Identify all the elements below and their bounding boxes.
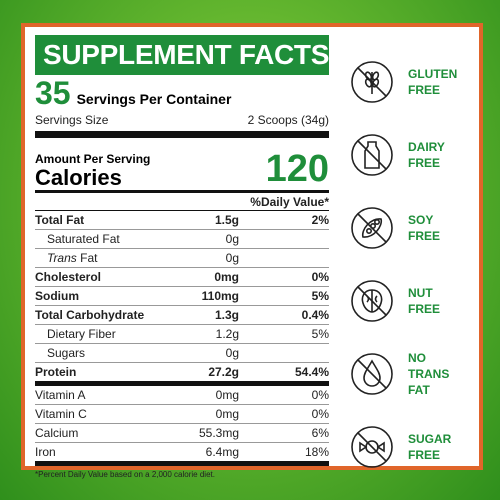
dairy-free-icon	[351, 133, 393, 176]
nutrient-name: Sodium	[35, 289, 79, 303]
no-trans-fat-icon	[351, 352, 393, 395]
claim-nut-free: NUT FREE	[350, 264, 480, 337]
nutrient-amount: 0mg	[215, 407, 239, 421]
claim-gluten-free-text: GLUTEN FREE	[408, 66, 458, 97]
claim-soy-free: SOY FREE	[350, 191, 480, 264]
claim-no-trans-fat: NO TRANS FAT	[350, 337, 480, 410]
nutrient-dv: 6%	[311, 426, 329, 440]
nutrient-amount: 0g	[225, 251, 239, 265]
amount-per-serving-label: Amount Per Serving	[35, 152, 151, 166]
label-title: SUPPLEMENT FACTS	[35, 35, 329, 75]
gluten-free-icon	[351, 60, 393, 103]
supplement-facts-label: SUPPLEMENT FACTS 35 Servings Per Contain…	[35, 35, 329, 479]
soy-free-icon	[351, 206, 393, 249]
trans-italic: Trans	[47, 251, 77, 265]
fat-text: Fat	[76, 251, 98, 265]
claim-dairy-free-text: DAIRY FREE	[408, 139, 445, 170]
diet-claims-list: GLUTEN FREE DAIRY FREE SOY FREE	[350, 45, 480, 483]
nutrient-name: Sugars	[47, 346, 86, 360]
serving-size-value: 2 Scoops (34g)	[247, 113, 329, 127]
nutrient-row-iron: Iron 6.4mg 18%	[35, 443, 329, 466]
nutrient-row-sugars: Sugars 0g	[35, 344, 329, 363]
claim-dairy-free: DAIRY FREE	[350, 118, 480, 191]
nutrient-name: Total Fat	[35, 213, 85, 227]
nutrient-dv: 0%	[311, 270, 329, 284]
calories-value: 120	[265, 148, 329, 190]
nutrient-row-vitamin-c: Vitamin C 0mg 0%	[35, 405, 329, 424]
claim-no-trans-fat-text: NO TRANS FAT	[408, 350, 450, 397]
nutrient-amount: 0mg	[214, 270, 239, 284]
nutrient-row-dietary-fiber: Dietary Fiber 1.2g 5%	[35, 325, 329, 344]
claim-gluten-free: GLUTEN FREE	[350, 45, 480, 118]
nutrient-amount: 1.5g	[214, 213, 239, 227]
daily-value-footnote: *Percent Daily Value based on a 2,000 ca…	[35, 470, 215, 479]
nutrient-amount: 27.2g	[208, 365, 239, 379]
nutrient-amount: 0g	[225, 232, 239, 246]
nutrient-name: Vitamin C	[35, 407, 87, 421]
nutrient-name: Trans Fat	[35, 251, 179, 265]
claim-nut-free-text: NUT FREE	[408, 285, 441, 316]
nutrient-row-sodium: Sodium 110mg 5%	[35, 287, 329, 306]
nutrient-name: Total Carbohydrate	[35, 308, 145, 322]
nutrient-amount: 110mg	[201, 289, 239, 303]
daily-value-header: %Daily Value*	[35, 193, 329, 211]
serving-size-row: Servings Size 2 Scoops (34g)	[35, 109, 329, 138]
nutrient-name: Protein	[35, 365, 77, 379]
nutrient-amount: 1.2g	[215, 327, 239, 341]
calories-label: Calories	[35, 165, 122, 190]
claim-sugar-free: SUGAR FREE	[350, 410, 480, 483]
nutrient-row-total-fat: Total Fat 1.5g 2%	[35, 211, 329, 230]
calories-row: Amount Per Serving Calories 120	[35, 138, 329, 193]
servings-label: Servings Per Container	[76, 91, 232, 107]
facts-panel: SUPPLEMENT FACTS 35 Servings Per Contain…	[21, 23, 483, 479]
claim-soy-free-text: SOY FREE	[408, 212, 441, 243]
nutrient-dv: 0%	[311, 388, 329, 402]
nut-free-icon	[351, 279, 393, 322]
serving-size-label: Servings Size	[35, 113, 109, 127]
nutrient-dv: 5%	[311, 327, 329, 341]
nutrient-dv: 5%	[311, 289, 329, 303]
nutrient-dv: 0.4%	[301, 308, 329, 322]
nutrient-dv: 0%	[311, 407, 329, 421]
nutrient-row-protein: Protein 27.2g 54.4%	[35, 363, 329, 386]
nutrient-dv: 54.4%	[294, 365, 329, 379]
nutrient-row-total-carbohydrate: Total Carbohydrate 1.3g 0.4%	[35, 306, 329, 325]
nutrient-amount: 0mg	[215, 388, 239, 402]
daily-value-header-text: %Daily Value*	[250, 194, 329, 209]
nutrient-dv: 18%	[304, 445, 329, 459]
nutrient-row-cholesterol: Cholesterol 0mg 0%	[35, 268, 329, 287]
nutrient-name: Vitamin A	[35, 388, 86, 402]
nutrient-amount: 0g	[225, 346, 239, 360]
nutrient-row-trans-fat: Trans Fat 0g	[35, 249, 329, 268]
nutrient-amount: 55.3mg	[198, 426, 239, 440]
nutrient-amount: 6.4mg	[205, 445, 239, 459]
nutrient-name: Calcium	[35, 426, 79, 440]
nutrient-name: Iron	[35, 445, 56, 459]
servings-per-container: 35 Servings Per Container	[35, 77, 329, 109]
nutrient-name: Saturated Fat	[47, 232, 120, 246]
sugar-free-icon	[351, 425, 393, 468]
nutrient-row-saturated-fat: Saturated Fat 0g	[35, 230, 329, 249]
nutrient-dv: 2%	[311, 213, 329, 227]
nutrient-amount: 1.3g	[214, 308, 239, 322]
nutrient-name: Cholesterol	[35, 270, 102, 284]
claim-sugar-free-text: SUGAR FREE	[408, 431, 452, 462]
nutrient-row-vitamin-a: Vitamin A 0mg 0%	[35, 386, 329, 405]
servings-count: 35	[35, 75, 71, 111]
nutrient-name: Dietary Fiber	[47, 327, 116, 341]
nutrient-row-calcium: Calcium 55.3mg 6%	[35, 424, 329, 443]
